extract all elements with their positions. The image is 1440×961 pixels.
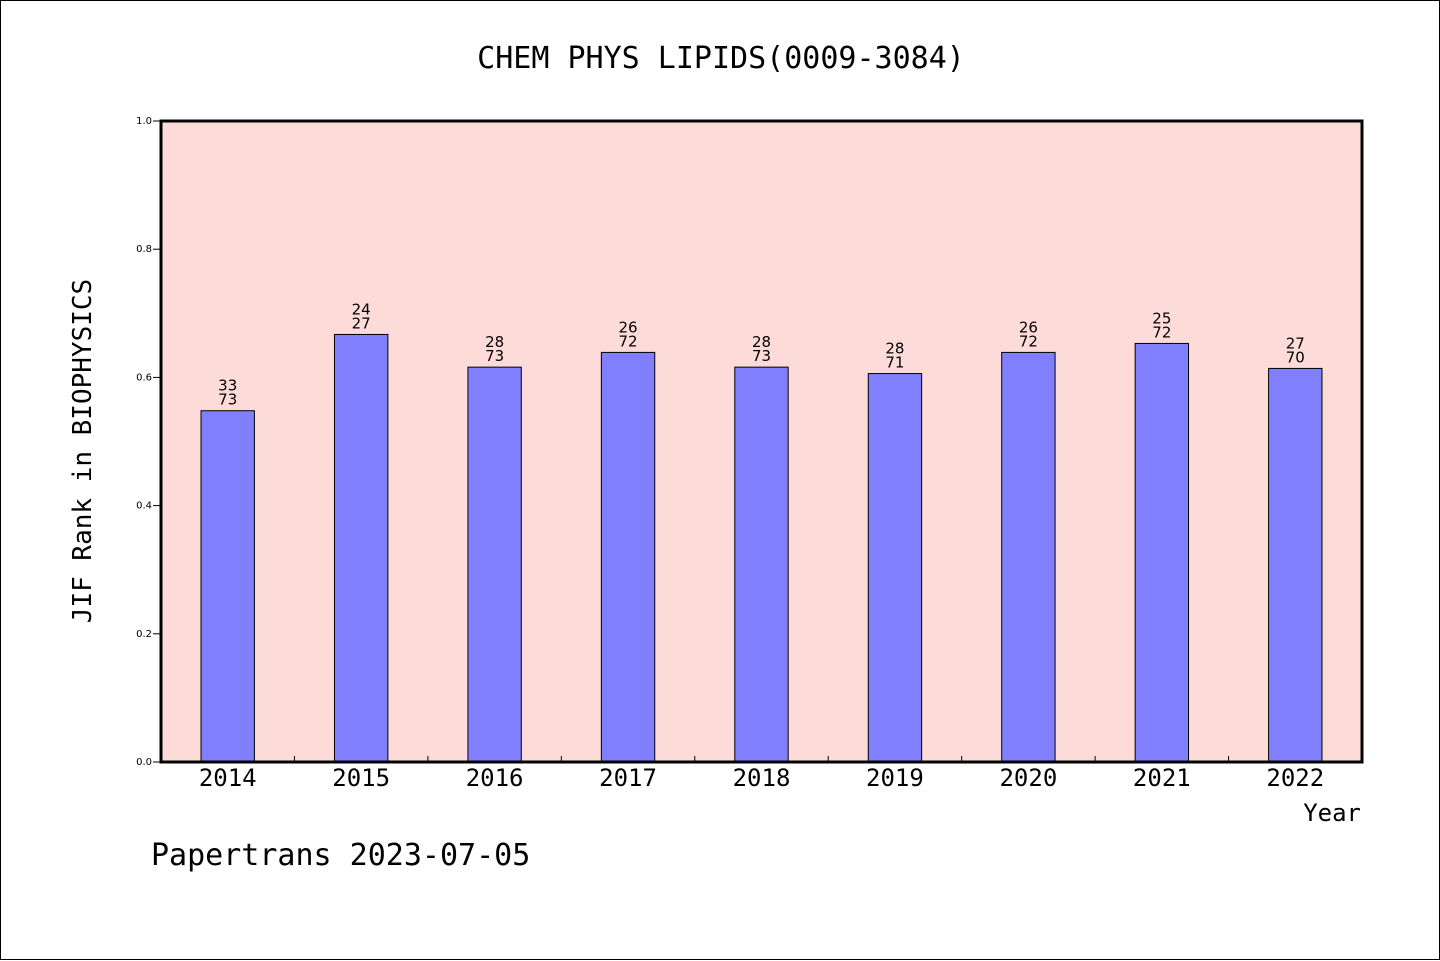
bar-2018: [734, 366, 789, 763]
data-label-total-2017: 72: [619, 332, 638, 350]
data-label-rank-2015: 24: [352, 300, 371, 318]
data-label-total-2016: 73: [485, 347, 504, 365]
data-label-rank-2022: 27: [1286, 334, 1305, 352]
bar-2021: [1134, 342, 1190, 763]
data-label-rank-2018: 28: [752, 333, 771, 351]
y-axis-label: JIF Rank in BIOPHYSICS: [68, 279, 98, 623]
data-label-rank-2017: 26: [619, 318, 638, 336]
plot-frame: [159, 119, 1364, 764]
y-tick-label-0.4: 0.4: [136, 501, 152, 512]
y-tick-label-0.8: 0.8: [136, 244, 152, 255]
data-label-total-2021: 72: [1152, 323, 1171, 341]
x-tick-label-2022: 2022: [1266, 764, 1324, 792]
data-label-total-2019: 71: [885, 354, 904, 372]
data-label-rank-2020: 26: [1019, 318, 1038, 336]
y-tick-label-0.0: 0.0: [136, 757, 152, 768]
x-tick-label-2016: 2016: [466, 764, 524, 792]
x-axis-ticks: 2014 2015 2016 2017 2018 2019 2020 2021 2022: [199, 756, 1324, 792]
bar-2017: [600, 351, 656, 763]
data-label-total-2018: 73: [752, 347, 771, 365]
data-label-total-2022: 70: [1286, 348, 1305, 366]
x-tick-label-2014: 2014: [199, 764, 257, 792]
y-axis-ticks: 0.0 0.2 0.4 0.6 0.8 1.0: [136, 116, 161, 768]
footer-credit: Papertrans 2023-07-05: [151, 838, 530, 873]
chart-title: CHEM PHYS LIPIDS(0009-3084): [477, 41, 965, 76]
bar-2016: [467, 366, 522, 763]
data-label-rank-2016: 28: [485, 333, 504, 351]
x-tick-label-2020: 2020: [999, 764, 1057, 792]
x-tick-label-2017: 2017: [599, 764, 657, 792]
x-tick-label-2018: 2018: [733, 764, 791, 792]
y-tick-label-0.6: 0.6: [136, 372, 152, 383]
x-tick-label-2019: 2019: [866, 764, 924, 792]
bar-2019: [867, 373, 923, 763]
x-axis-label: Year: [1303, 799, 1361, 827]
data-label-total-2020: 72: [1019, 332, 1038, 350]
bar-2020: [1001, 351, 1056, 763]
bars-group: [200, 333, 1323, 763]
data-label-rank-2014: 33: [218, 377, 237, 395]
x-tick-label-2015: 2015: [332, 764, 390, 792]
data-label-rank-2021: 25: [1152, 309, 1171, 327]
x-tick-label-2021: 2021: [1133, 764, 1191, 792]
y-tick-label-0.2: 0.2: [136, 629, 152, 640]
data-label-total-2015: 27: [352, 314, 371, 332]
bar-2022: [1268, 367, 1323, 763]
data-label-rank-2019: 28: [885, 340, 904, 358]
bar-2014: [200, 410, 255, 763]
y-tick-label-1.0: 1.0: [136, 116, 152, 127]
data-label-total-2014: 73: [218, 391, 237, 409]
bar-2015: [333, 333, 389, 763]
